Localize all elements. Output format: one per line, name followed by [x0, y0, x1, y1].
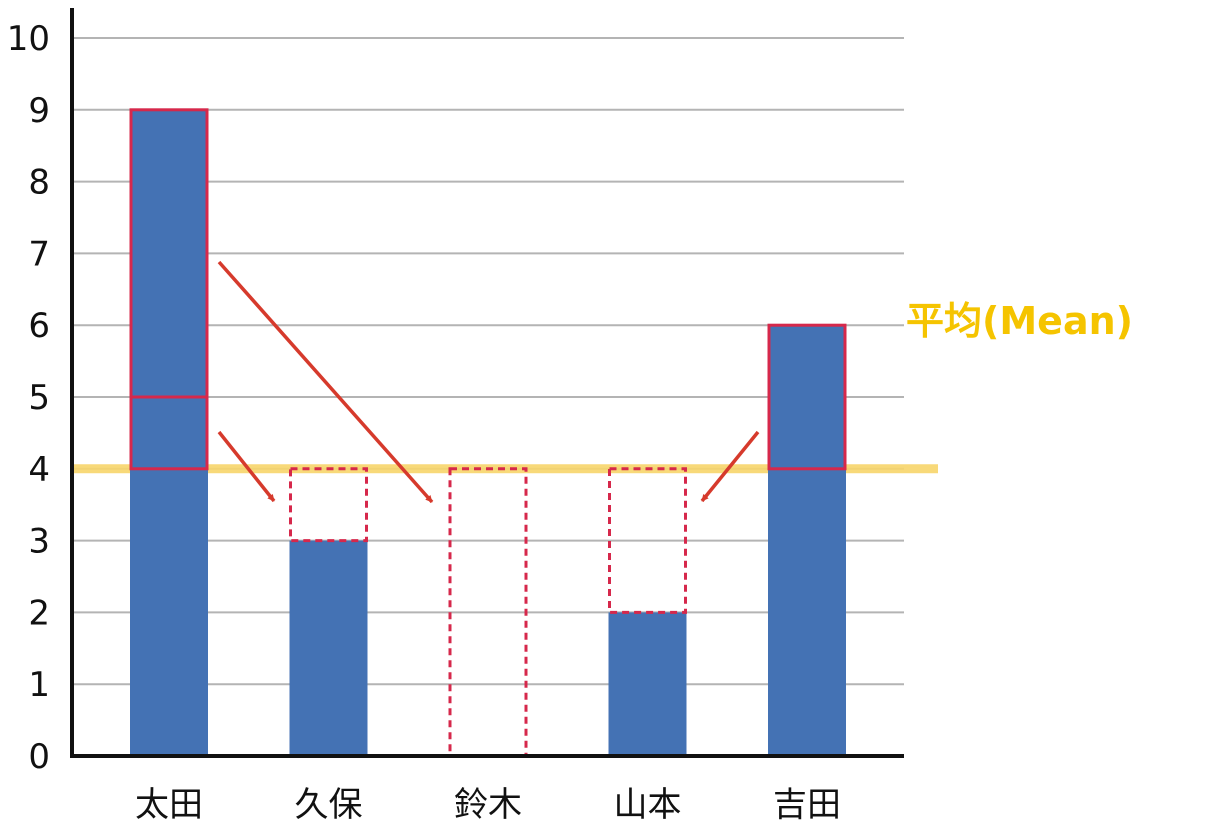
excess-outline-太田: [129, 108, 209, 471]
excess-outline-吉田: [767, 323, 847, 471]
x-category-label-4: 山本: [614, 785, 682, 825]
y-tick-label-4: 4: [28, 450, 50, 490]
mean-label: 平均(Mean): [906, 299, 1133, 343]
y-tick-label-8: 8: [28, 163, 50, 203]
redistribution-arrows: [217, 260, 760, 504]
labels: 0 1 2 3 4 5 6 7 8 9 10 太田 久保 鈴木 山本 吉田: [7, 19, 841, 825]
arrow-太田-to-久保: [217, 430, 276, 503]
y-tick-label-7: 7: [28, 234, 50, 274]
bar-久保: [289, 540, 368, 756]
y-tick-label-0: 0: [28, 737, 50, 777]
redistribution-outlines: [129, 108, 847, 758]
bars: [130, 109, 846, 757]
x-category-label-2: 久保: [295, 785, 363, 825]
bar-吉田: [768, 325, 846, 756]
x-category-label-1: 太田: [135, 785, 203, 825]
y-tick-label-1: 1: [28, 665, 50, 705]
y-tick-label-6: 6: [28, 306, 50, 346]
y-tick-label-10: 10: [7, 19, 50, 59]
axes: [70, 8, 904, 758]
deficit-outline-久保: [289, 467, 368, 543]
arrow-太田-to-鈴木: [217, 260, 434, 504]
y-tick-label-2: 2: [28, 593, 50, 633]
y-tick-label-5: 5: [28, 378, 50, 418]
x-category-label-5: 吉田: [773, 785, 841, 825]
bar-太田: [130, 109, 208, 757]
deficit-outline-山本: [608, 467, 687, 614]
x-category-label-3: 鈴木: [454, 785, 522, 825]
bar-山本: [608, 612, 687, 756]
y-tick-label-9: 9: [28, 91, 50, 131]
arrow-吉田-to-山本: [700, 430, 760, 503]
y-tick-label-3: 3: [28, 522, 50, 562]
